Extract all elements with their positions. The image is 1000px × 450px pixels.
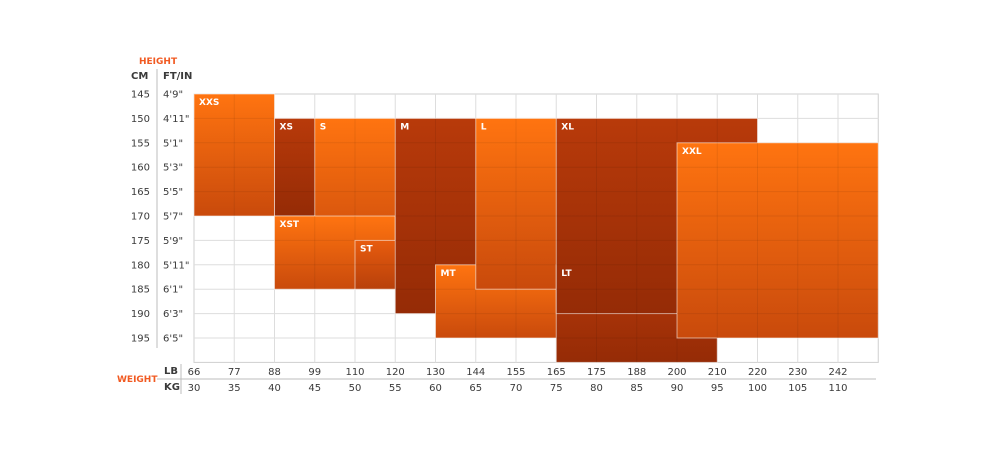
weight-kg-label: 65	[469, 383, 482, 394]
height-cm-label: 150	[131, 114, 150, 125]
height-cm-label: 160	[131, 163, 150, 174]
weight-kg-label: 90	[671, 383, 684, 394]
weight-kg-label: 30	[188, 383, 201, 394]
height-ftin-label: 5'3"	[163, 163, 183, 174]
height-cm-label: 190	[131, 309, 150, 320]
zone-label-xs: XS	[280, 122, 293, 132]
lb-header: LB	[164, 366, 178, 377]
weight-kg-label: 60	[429, 383, 442, 394]
size-zones	[193, 93, 879, 363]
height-cm-label: 155	[131, 138, 150, 149]
weight-kg-label: 40	[268, 383, 281, 394]
height-ftin-label: 4'11"	[163, 114, 189, 125]
weight-kg-label: 80	[590, 383, 603, 394]
height-ftin-label: 5'1"	[163, 138, 183, 149]
weight-lb-label: 220	[748, 367, 767, 378]
weight-kg-label: 95	[711, 383, 724, 394]
weight-kg-label: 70	[510, 383, 523, 394]
height-ftin-label: 5'7"	[163, 212, 183, 223]
height-cm-label: 185	[131, 285, 150, 296]
weight-kg-label: 55	[389, 383, 402, 394]
height-cm-label: 165	[131, 187, 150, 198]
height-cm-label: 145	[131, 90, 150, 101]
cm-header: CM	[131, 71, 148, 82]
height-ftin-label: 6'1"	[163, 285, 183, 296]
zone-xxl	[676, 142, 879, 339]
height-cm-label: 195	[131, 334, 150, 345]
weight-lb-label: 175	[587, 367, 606, 378]
weight-kg-label: 50	[349, 383, 362, 394]
weight-lb-label: 230	[788, 367, 807, 378]
weight-lb-label: 165	[547, 367, 566, 378]
height-cm-label: 175	[131, 236, 150, 247]
zone-label-mt: MT	[441, 269, 457, 279]
zone-rect-xxs	[193, 93, 275, 217]
weight-kg-label: 105	[788, 383, 807, 394]
zone-label-lt: LT	[561, 269, 572, 279]
height-tick-labels: 145 4'9" 150 4'11" 155 5'1" 160 5'3" 165 5'5" 170 5…	[131, 90, 190, 345]
weight-lb-label: 77	[228, 367, 241, 378]
zone-label-s: S	[320, 122, 326, 132]
weight-kg-label: 75	[550, 383, 563, 394]
weight-lb-label: 110	[345, 367, 364, 378]
height-axis-title: HEIGHT	[139, 57, 178, 67]
zone-label-xst: XST	[280, 220, 300, 230]
weight-lb-label: 66	[188, 367, 201, 378]
zone-rect-xxl	[676, 142, 879, 339]
weight-lb-label: 188	[627, 367, 646, 378]
weight-lb-label: 200	[667, 367, 686, 378]
weight-lb-label: 88	[268, 367, 281, 378]
height-ftin-label: 5'9"	[163, 236, 183, 247]
zone-label-xxl: XXL	[682, 147, 702, 157]
zone-label-xxs: XXS	[199, 98, 219, 108]
zone-label-m: M	[400, 122, 409, 132]
height-ftin-label: 6'5"	[163, 334, 183, 345]
weight-axis-title: WEIGHT	[117, 375, 158, 385]
weight-kg-label: 35	[228, 383, 241, 394]
weight-kg-label: 85	[630, 383, 643, 394]
weight-lb-label: 155	[506, 367, 525, 378]
zone-label-l: L	[481, 122, 487, 132]
zone-label-xl: XL	[561, 122, 574, 132]
ftin-header: FT/IN	[163, 71, 192, 82]
weight-lb-label: 144	[466, 367, 485, 378]
weight-kg-label: 45	[308, 383, 321, 394]
height-ftin-label: 5'5"	[163, 187, 183, 198]
weight-tick-labels: 66 30 77 35 88 40 99 45 110 50 120 55 130 60 144 65 155 7…	[188, 367, 848, 394]
height-cm-label: 170	[131, 212, 150, 223]
height-ftin-label: 4'9"	[163, 90, 183, 101]
weight-lb-label: 242	[828, 367, 847, 378]
weight-kg-label: 100	[748, 383, 767, 394]
weight-lb-label: 99	[308, 367, 321, 378]
zone-label-st: ST	[360, 244, 373, 254]
height-ftin-label: 6'3"	[163, 309, 183, 320]
zone-xxs	[193, 93, 275, 217]
size-zone-labels: XXS XS S XST ST M MT L LT XL XXL	[199, 98, 702, 279]
weight-lb-label: 210	[708, 367, 727, 378]
height-ftin-label: 5'11"	[163, 260, 189, 271]
weight-lb-label: 130	[426, 367, 445, 378]
weight-lb-label: 120	[386, 367, 405, 378]
weight-kg-label: 110	[828, 383, 847, 394]
height-cm-label: 180	[131, 260, 150, 271]
kg-header: KG	[164, 382, 180, 393]
